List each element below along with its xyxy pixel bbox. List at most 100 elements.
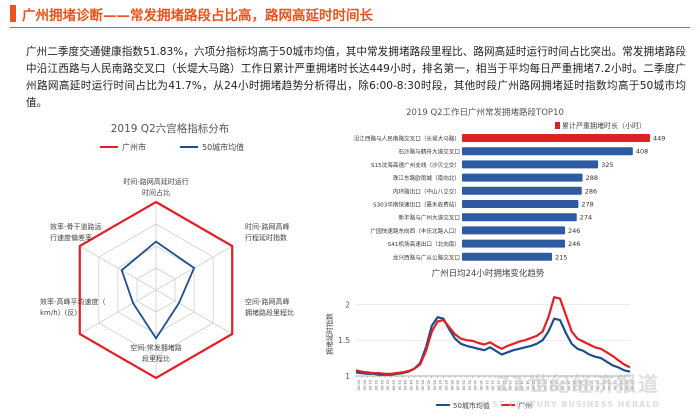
bar-value-label: 274 <box>580 214 592 222</box>
bar-legend-swatch <box>555 122 560 129</box>
radar-spoke <box>155 289 233 335</box>
radar-axis-label-line: 段里程比 <box>142 354 170 363</box>
line-xtick-label: 09:00 <box>461 380 465 391</box>
bar <box>462 226 566 235</box>
radar-axis-label-line: 空间-路网高峰 <box>245 297 290 306</box>
bar-chart-svg: 2019 Q2工作日广州常发拥堵路段TOP10 累计严重拥堵时长（小时） 沿江西… <box>354 107 666 261</box>
radar-axis-label-line: 效率-高峰平均速度（ <box>40 297 106 306</box>
legend-label-guangzhou: 广州市 <box>122 142 146 152</box>
line-legend-label: 50城市均值 <box>453 401 490 410</box>
line-xtick-label: 08:30 <box>456 380 460 391</box>
bar <box>462 147 633 156</box>
radar-axis-label: 效率-高峰平均速度（ km/h）(反) <box>40 297 106 317</box>
bar-chart-title: 2019 Q2工作日广州常发拥堵路段TOP10 <box>406 107 564 118</box>
page-title: 广州拥堵诊断——常发拥堵路段占比高，路网高延时时间长 <box>22 8 373 24</box>
line-xtick-label: 18:30 <box>572 380 576 391</box>
line-xtick-label: 05:00 <box>415 380 419 391</box>
line-xtick-label: 13:00 <box>508 380 512 391</box>
bar <box>462 200 579 208</box>
bar-value-label: 449 <box>653 135 665 143</box>
bar <box>462 252 553 261</box>
line-xtick-label: 03:30 <box>397 380 401 391</box>
radar-axis-label-line: km/h）(反) <box>40 308 77 317</box>
line-xtick-label: 22:30 <box>619 380 623 391</box>
line-xtick-label: 00:30 <box>362 380 366 391</box>
line-xtick-label: 04:30 <box>409 380 413 391</box>
line-xtick-label: 19:00 <box>578 380 582 391</box>
line-chart-legend: 50城市均值 广州 <box>436 401 532 410</box>
line-chart-axes: 1 1.5 2 00:00 00:30 01:00 01:30 02:00 02:30 03:00… <box>338 300 634 391</box>
radar-axis-label: 效率-骨干道路运行速度偏差率 <box>50 222 102 242</box>
radar-chart-svg: 2019 Q2六宫格指标分布 广州市 50城市均值 时间-路网高延时运行时间占比… <box>40 122 294 380</box>
line-xtick-label: 18:00 <box>566 380 570 391</box>
line-xtick-label: 15:00 <box>531 380 535 391</box>
line-xtick-label: 03:00 <box>391 380 395 391</box>
line-ytick-label: 2 <box>345 300 350 309</box>
bar-value-label: 286 <box>585 187 597 195</box>
line-xtick-label: 21:00 <box>601 380 605 391</box>
line-xtick-label: 17:30 <box>561 380 565 391</box>
line-xtick-label: 02:00 <box>380 380 384 391</box>
bar <box>462 213 577 222</box>
radar-series <box>78 200 234 380</box>
radar-axis-label-line: 时间-路网高峰 <box>245 222 290 231</box>
line-xtick-label: 12:30 <box>502 380 506 391</box>
intro-paragraph: 广州二季度交通健康指数51.83%，六项分指标均高于50城市均值，其中常发拥堵路… <box>26 46 686 109</box>
bar-value-label: 288 <box>586 174 598 182</box>
line-xtick-label: 19:30 <box>584 380 588 391</box>
bar-value-label: 408 <box>636 148 648 156</box>
page-header: 广州拥堵诊断——常发拥堵路段占比高，路网高延时时间长 <box>0 0 700 28</box>
line-xtick-label: 21:30 <box>607 380 611 391</box>
line-series-1 <box>355 296 631 375</box>
bar-category-label: 龙兴西路与广从公路交叉口 <box>393 253 460 261</box>
bar-category-label: 珠江东路欧雨城（南向北） <box>393 174 460 182</box>
radar-axis-label-line: 时间-路网高延时运行 <box>123 177 189 186</box>
line-xtick-label: 15:30 <box>537 380 541 391</box>
legend-label-avg: 50城市均值 <box>202 142 244 152</box>
top10-bar-chart: 2019 Q2工作日广州常发拥堵路段TOP10 累计严重拥堵时长（小时） 沿江西… <box>330 103 690 268</box>
radar-axis-label: 时间-路网高峰行程延时指数 <box>245 222 290 242</box>
line-xtick-label: 22:00 <box>613 380 617 391</box>
bar-category-label: S15沈海高速广州支线（沙贝立交） <box>371 161 460 169</box>
line-xtick-label: 06:30 <box>432 380 436 391</box>
bar-category-label: S41机场高速出口（北向南） <box>388 240 460 248</box>
watermark-sub: 21ST CENTURY BUSINESS HERALD <box>478 400 660 409</box>
radar-series-1 <box>120 240 196 341</box>
line-xtick-label: 08:00 <box>450 380 454 391</box>
line-xtick-label: 04:00 <box>403 380 407 391</box>
line-ytick-label: 1.5 <box>338 336 350 345</box>
bar <box>462 186 582 195</box>
bar-category-label: 沿江西路与人民南路交叉口（长堤大马路） <box>354 135 460 143</box>
line-xtick-label: 06:00 <box>426 380 430 391</box>
bar-category-label: S303华南快速出口（嘉禾收费站） <box>373 201 460 209</box>
bar-category-label: 广园快速路东向西（丰乐北路入口） <box>370 227 460 235</box>
radar-axis-label-line: 拥堵路段里程比 <box>245 308 294 317</box>
line-xtick-label: 07:30 <box>444 380 448 391</box>
line-xtick-label: 20:30 <box>596 380 600 391</box>
bar-value-label: 246 <box>568 227 580 235</box>
radar-axis-label-line: 时间占比 <box>142 188 170 197</box>
header-rule <box>10 27 690 28</box>
radar-axis-label: 时间-路网高延时运行时间占比 <box>123 177 189 197</box>
line-legend-label: 广州 <box>518 401 532 410</box>
line-xtick-label: 17:00 <box>555 380 559 391</box>
line-xtick-label: 10:00 <box>473 380 477 391</box>
radar-chart: 2019 Q2六宫格指标分布 广州市 50城市均值 时间-路网高延时运行时间占比… <box>40 118 300 413</box>
radar-legend: 广州市 50城市均值 <box>100 142 244 152</box>
line-chart-ylabel: 拥堵延时指数 <box>325 313 334 355</box>
line-xtick-label: 14:30 <box>526 380 530 391</box>
radar-axis-labels: 时间-路网高延时运行时间占比时间-路网高峰行程延时指数空间-路网高峰拥堵路段里程… <box>40 177 294 363</box>
line-xtick-label: 16:30 <box>549 380 553 391</box>
bar-group: 沿江西路与人民南路交叉口（长堤大马路） 449 石沙路与鹤舟大道交叉口 408 S15沈… <box>354 122 665 261</box>
line-xtick-label: 10:30 <box>479 380 483 391</box>
line-xtick-label: 13:30 <box>514 380 518 391</box>
radar-axis-label: 空间-路网高峰拥堵路段里程比 <box>245 297 294 317</box>
radar-spoke <box>79 245 157 291</box>
bar-value-label: 278 <box>581 201 593 209</box>
line-xtick-label: 05:30 <box>421 380 425 391</box>
bar-category-label: 内环路出口（中山八立交） <box>393 187 460 195</box>
radar-axis-label-line: 行程延时指数 <box>245 233 287 242</box>
bar <box>462 160 599 169</box>
watermark-logo: 21世纪经济报道 <box>496 372 660 396</box>
